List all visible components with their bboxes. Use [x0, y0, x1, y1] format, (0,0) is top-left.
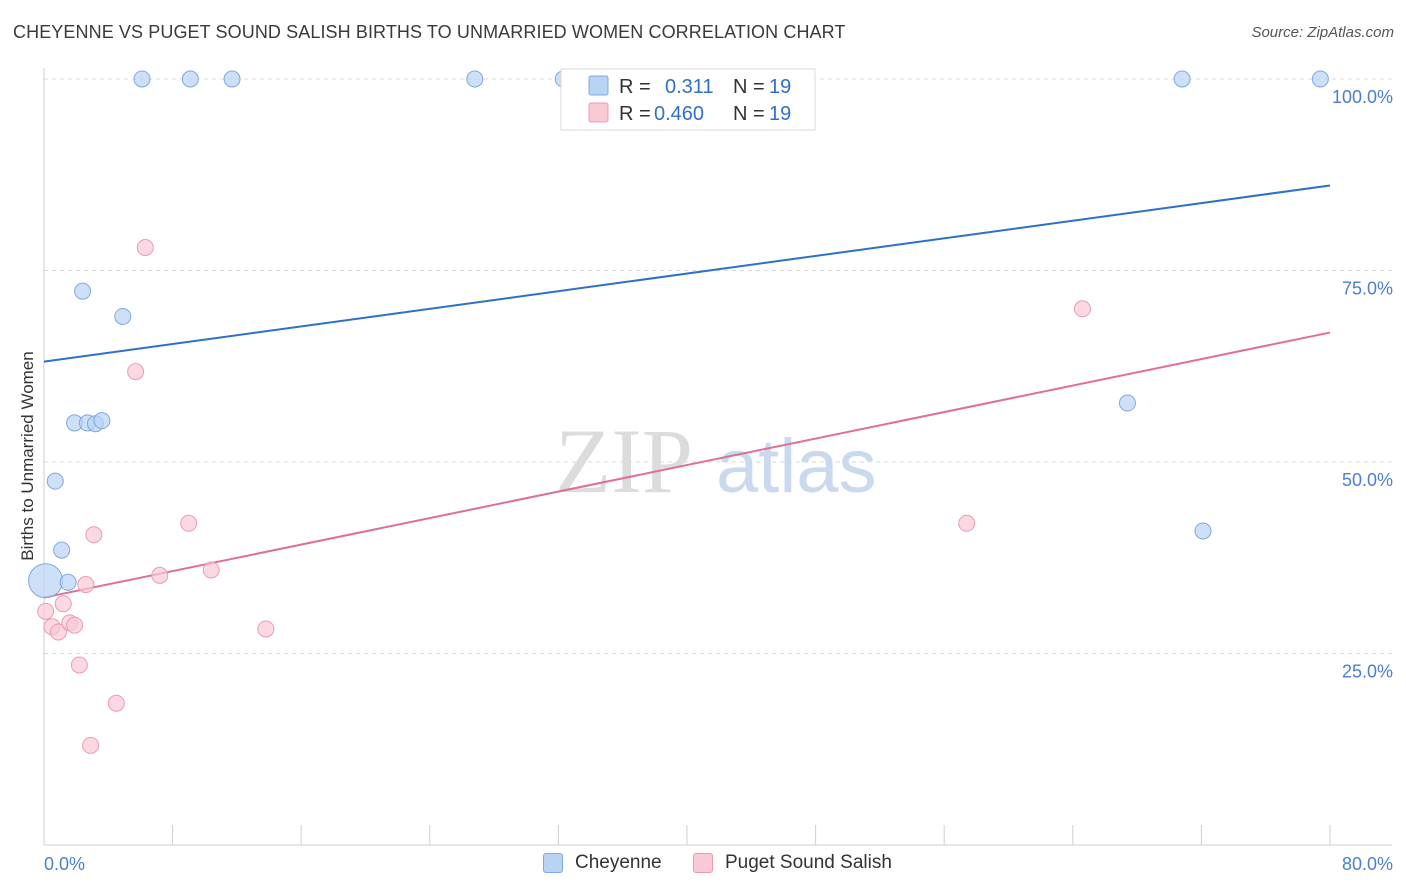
legend-swatch-salish — [588, 102, 609, 123]
legend-n-label-2: N = — [733, 103, 765, 125]
legend-n-value-1: 19 — [769, 76, 791, 98]
tick-labels: 25.0% 50.0% 75.0% 100.0% 0.0% 80.0% — [44, 87, 1393, 874]
point-cheyenne — [93, 412, 111, 430]
point-salish — [85, 526, 103, 544]
point-salish — [66, 616, 84, 634]
point-cheyenne — [53, 541, 71, 559]
point-salish — [107, 694, 125, 712]
legend-n-label-1: N = — [733, 76, 765, 98]
y-axis-title: Births to Unmarried Women — [18, 351, 37, 560]
point-cheyenne — [181, 70, 199, 88]
stats-legend: R = 0.311 N = 19 R = 0.460 N = 19 — [560, 68, 816, 131]
point-salish — [77, 576, 95, 594]
point-cheyenne — [46, 472, 64, 490]
point-salish — [49, 623, 67, 641]
series-legend: Cheyenne Puget Sound Salish — [0, 852, 1406, 878]
legend-swatch-cheyenne — [588, 75, 609, 96]
point-salish — [180, 514, 198, 532]
point-salish — [136, 239, 154, 257]
point-salish — [70, 656, 88, 674]
legend-r-value-1: 0.311 — [665, 76, 714, 98]
point-salish — [202, 561, 220, 579]
legend-r-label-2: R = — [619, 103, 651, 125]
points-puget-sound-salish — [37, 239, 1091, 754]
series-swatch-cheyenne — [543, 853, 563, 873]
series-label-cheyenne: Cheyenne — [575, 852, 662, 873]
point-salish — [257, 620, 275, 638]
series-label-salish: Puget Sound Salish — [725, 852, 892, 873]
points-cheyenne — [28, 70, 1329, 599]
legend-n-value-2: 19 — [769, 103, 791, 125]
point-cheyenne — [1118, 394, 1136, 412]
point-cheyenne — [466, 70, 484, 88]
axes — [43, 68, 1392, 846]
watermark-zip: ZIP — [555, 410, 693, 512]
legend-r-label-1: R = — [619, 76, 651, 98]
point-cheyenne — [1311, 70, 1329, 88]
x-tick-label-min: 0.0% — [44, 854, 85, 874]
point-salish — [37, 602, 55, 620]
source-label: Source: ZipAtlas.com — [1251, 24, 1394, 41]
watermark-atlas: atlas — [716, 424, 877, 509]
trend-line-cheyenne — [43, 184, 1331, 363]
legend-r-value-2: 0.460 — [654, 103, 704, 125]
trend-lines — [43, 184, 1331, 599]
point-salish — [958, 514, 976, 532]
watermark: ZIP atlas — [555, 410, 877, 512]
y-tick-label: 25.0% — [1342, 662, 1393, 682]
series-legend-salish: Puget Sound Salish — [693, 852, 892, 874]
point-cheyenne — [59, 573, 77, 591]
point-cheyenne — [1194, 522, 1212, 540]
point-cheyenne — [1173, 70, 1191, 88]
series-swatch-salish — [693, 853, 713, 873]
y-tick-label: 100.0% — [1332, 87, 1393, 107]
chart-title: CHEYENNE VS PUGET SOUND SALISH BIRTHS TO… — [13, 22, 846, 42]
point-cheyenne — [133, 70, 151, 88]
x-tick-label-max: 80.0% — [1342, 854, 1393, 874]
trend-line-salish — [43, 331, 1331, 599]
point-cheyenne — [28, 563, 64, 599]
y-tick-label: 50.0% — [1342, 470, 1393, 490]
point-salish — [1073, 300, 1091, 318]
point-salish — [54, 595, 72, 613]
point-salish — [151, 566, 169, 584]
point-cheyenne — [223, 70, 241, 88]
series-legend-cheyenne: Cheyenne — [543, 852, 662, 874]
y-tick-label: 75.0% — [1342, 279, 1393, 299]
point-salish — [82, 736, 100, 754]
point-cheyenne — [74, 282, 92, 300]
point-salish — [127, 363, 145, 381]
grid-lines — [44, 78, 1392, 654]
point-cheyenne — [114, 307, 132, 325]
